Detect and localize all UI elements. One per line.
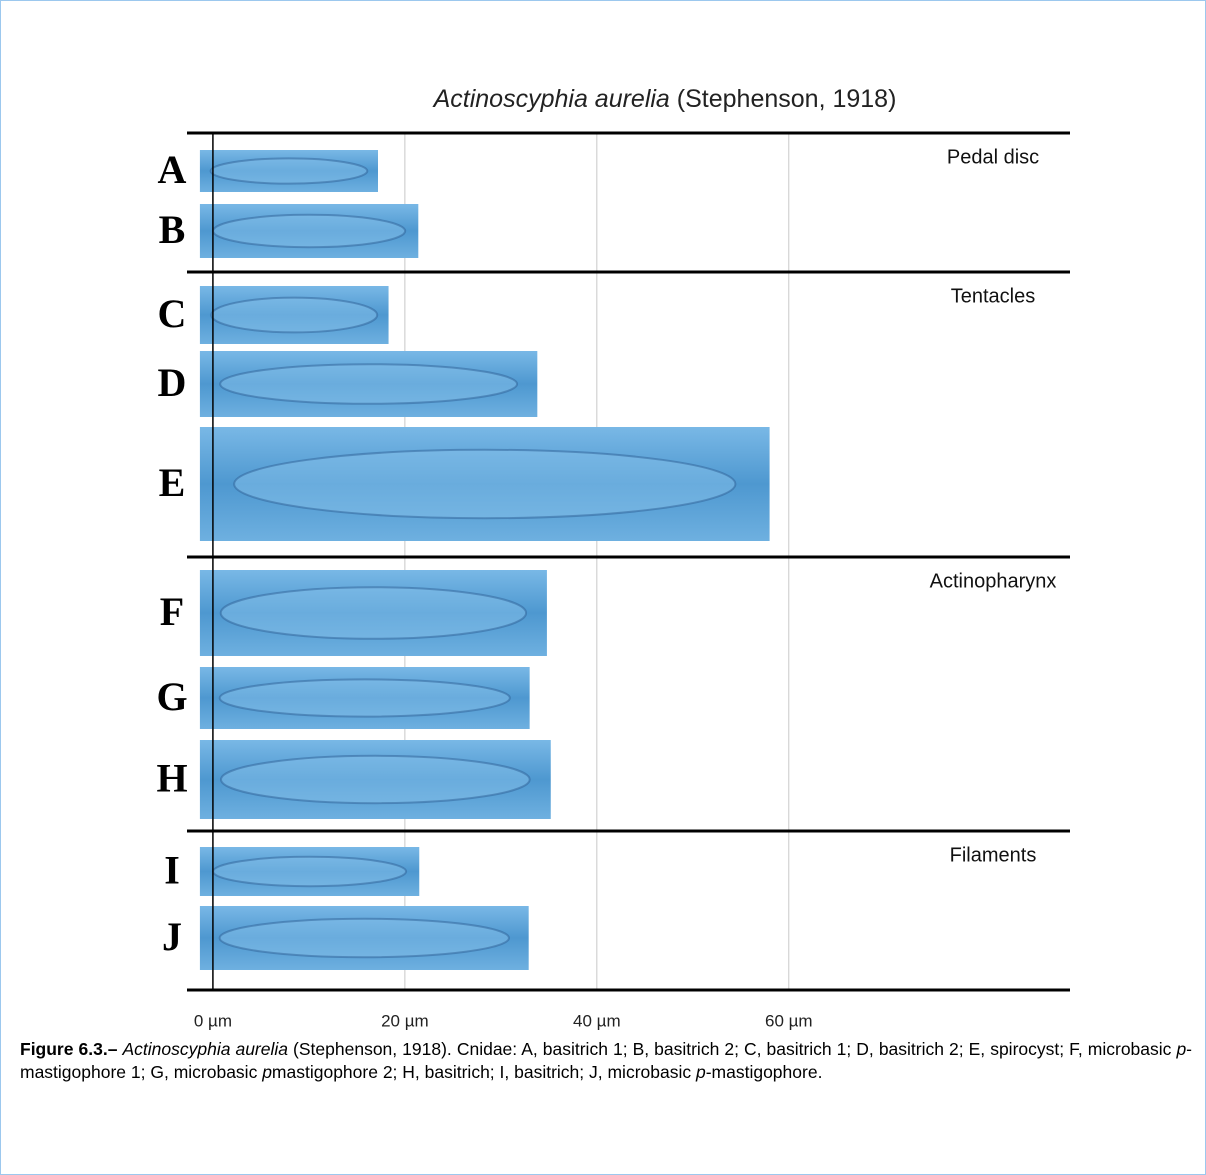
row-letter: E	[159, 460, 186, 505]
figure: Actinoscyphia aurelia (Stephenson, 1918)…	[0, 0, 1206, 1030]
caption-segment: Actinoscyphia aurelia	[122, 1039, 288, 1059]
cell-outline	[221, 756, 530, 803]
figure-title: Actinoscyphia aurelia (Stephenson, 1918)	[432, 85, 897, 113]
title-authority: (Stephenson, 1918)	[677, 85, 897, 113]
cell-outline	[221, 587, 526, 639]
title-space	[670, 85, 677, 113]
title-species: Actinoscyphia aurelia	[432, 85, 670, 113]
row-letter: B	[159, 207, 186, 252]
cell-outline	[211, 298, 377, 333]
cell-outline	[213, 857, 406, 886]
row-letter: A	[158, 147, 187, 192]
caption: Figure 6.3.– Actinoscyphia aurelia (Step…	[20, 1038, 1192, 1084]
row-letter: F	[160, 589, 184, 634]
caption-segment: (Stephenson, 1918). Cnidae: A, basitrich…	[288, 1039, 1176, 1059]
cell-outline	[220, 364, 517, 404]
caption-segment: -mastigophore.	[706, 1062, 823, 1082]
x-tick-label: 60 µm	[765, 1011, 813, 1030]
cell-outline	[220, 679, 510, 716]
row-letter: G	[156, 674, 187, 719]
caption-segment: Figure 6.3.–	[20, 1039, 117, 1059]
row-letter: J	[162, 914, 182, 959]
group-label: Pedal disc	[947, 146, 1039, 168]
row-letter: D	[158, 360, 187, 405]
caption-segment: p	[262, 1062, 272, 1082]
cell-outline	[213, 215, 405, 247]
row-letter: H	[156, 756, 187, 801]
group-label: Tentacles	[951, 285, 1036, 307]
x-tick-label: 0 µm	[194, 1011, 232, 1030]
cell-outline	[234, 450, 735, 518]
caption-segment: p	[1176, 1039, 1186, 1059]
cell-outline	[220, 919, 509, 957]
row-letter: C	[158, 291, 187, 336]
x-tick-label: 20 µm	[381, 1011, 429, 1030]
group-label: Filaments	[950, 844, 1037, 866]
row-letter: I	[164, 848, 180, 893]
cell-outline	[211, 158, 368, 183]
x-tick-label: 40 µm	[573, 1011, 621, 1030]
caption-segment: p	[696, 1062, 706, 1082]
caption-segment: mastigophore 2; H, basitrich; I, basitri…	[272, 1062, 696, 1082]
group-label: Actinopharynx	[930, 570, 1057, 592]
